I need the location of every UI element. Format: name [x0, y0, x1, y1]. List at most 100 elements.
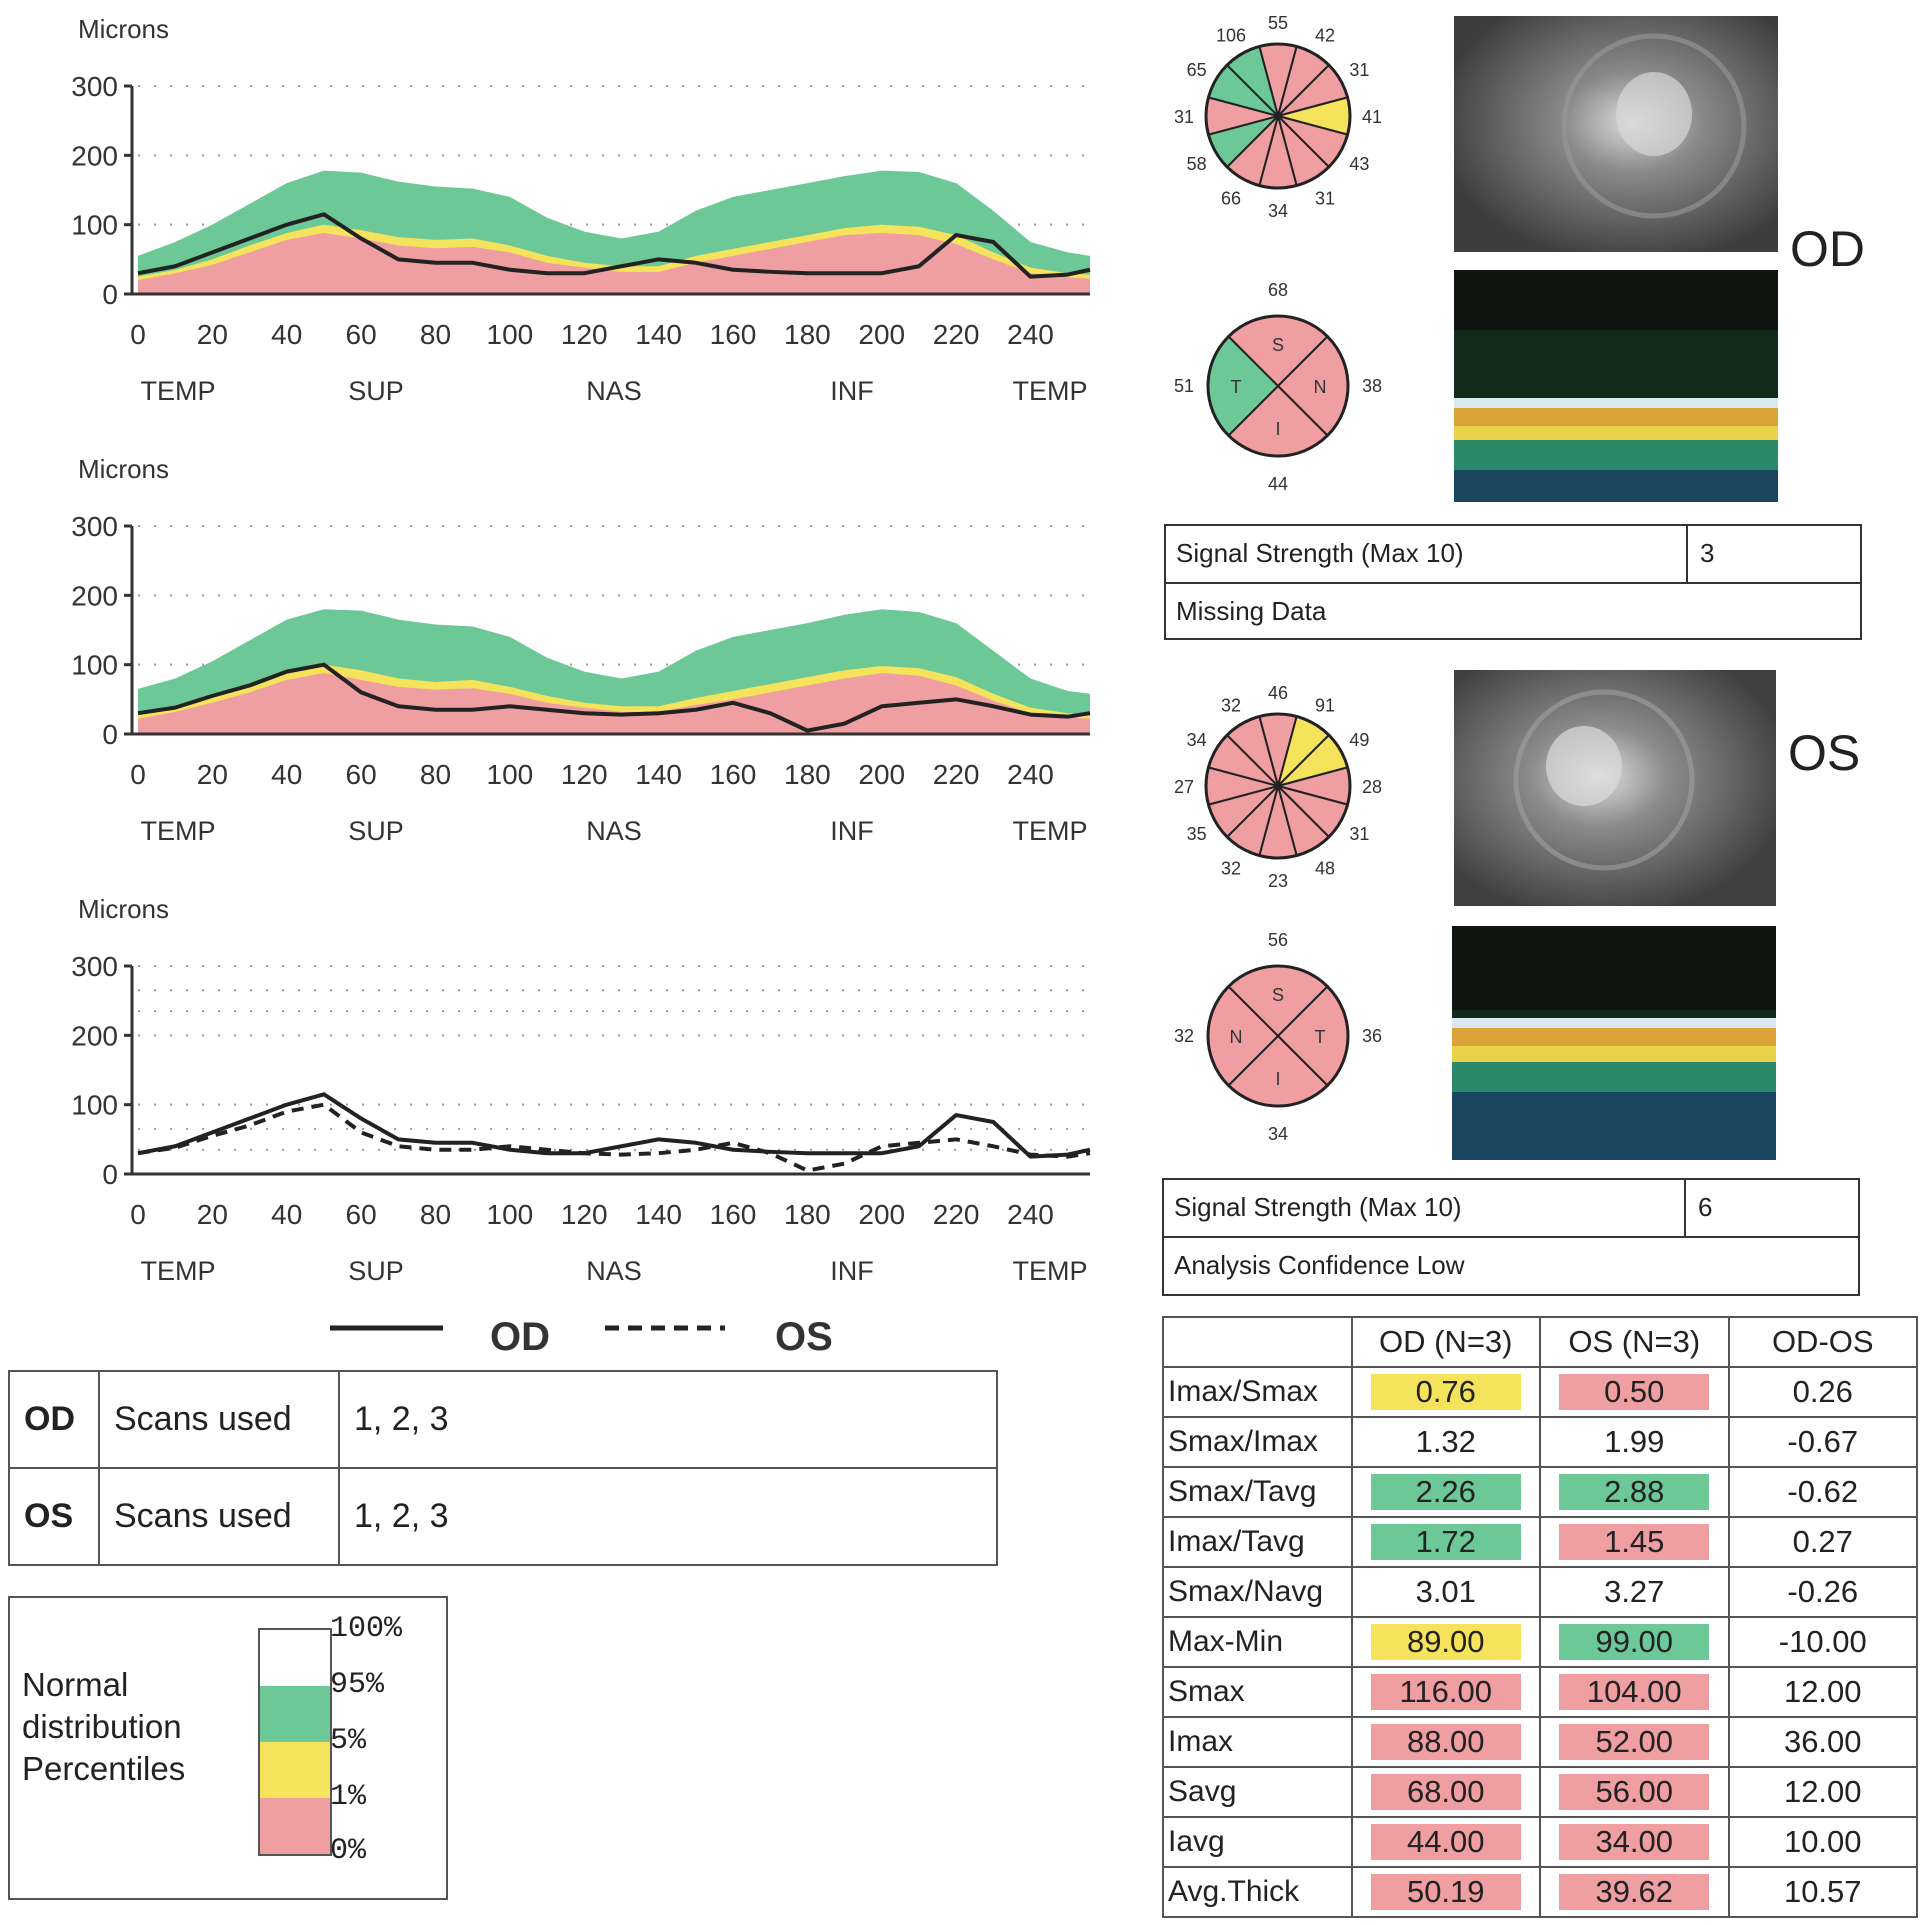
- os-legend-label: OS: [775, 1315, 833, 1359]
- clock-value: 23: [1268, 871, 1288, 891]
- os-eye-label: OS: [1788, 725, 1861, 781]
- clock-value: 65: [1187, 60, 1207, 80]
- metrics-value: 34.00: [1559, 1824, 1710, 1860]
- tick-100: 100%: [330, 1612, 403, 1646]
- metrics-value: 88.00: [1370, 1724, 1521, 1760]
- y-tick-label: 100: [71, 1090, 118, 1121]
- clock-outline: [1204, 42, 1352, 190]
- metrics-value: 0.26: [1792, 1374, 1853, 1409]
- percentile-legend: Normal distribution Percentiles 100% 95%…: [8, 1596, 448, 1900]
- region-label: NAS: [586, 1256, 642, 1286]
- x-tick-label: 240: [1007, 319, 1054, 350]
- clock-value: 31: [1349, 60, 1369, 80]
- metrics-cell-diff: 0.26: [1727, 1366, 1918, 1418]
- metrics-row: Avg.Thick 50.19 39.62 10.57: [1162, 1866, 1918, 1918]
- metrics-header-cell: [1162, 1316, 1353, 1368]
- region-label: NAS: [586, 816, 642, 846]
- quadrant-outline: [1206, 314, 1350, 458]
- clock-value: 106: [1216, 26, 1246, 46]
- region-label: TEMP: [1012, 376, 1087, 406]
- metrics-value: 89.00: [1370, 1624, 1521, 1660]
- region-label: SUP: [348, 376, 404, 406]
- x-tick-label: 80: [420, 759, 451, 790]
- od-oct-image: [1454, 270, 1778, 502]
- os-fundus-image: [1454, 670, 1776, 906]
- region-label: SUP: [348, 816, 404, 846]
- x-tick-label: 40: [271, 319, 302, 350]
- y-tick-label: 200: [71, 1020, 118, 1051]
- metrics-value: 1.72: [1370, 1524, 1521, 1560]
- x-tick-label: 100: [487, 319, 534, 350]
- x-tick-label: 140: [635, 1199, 682, 1230]
- x-tick-label: 60: [346, 1199, 377, 1230]
- metrics-cell-os: 104.00: [1539, 1666, 1730, 1718]
- scans-label: Scans used: [98, 1467, 340, 1566]
- region-label: TEMP: [1012, 1256, 1087, 1286]
- metrics-value: 116.00: [1370, 1674, 1521, 1710]
- x-tick-label: 120: [561, 1199, 608, 1230]
- x-tick-label: 80: [420, 1199, 451, 1230]
- metrics-value: 2.88: [1559, 1474, 1710, 1510]
- clock-value: 31: [1315, 188, 1335, 208]
- region-label: INF: [830, 1256, 874, 1286]
- region-label: TEMP: [140, 1256, 215, 1286]
- metrics-cell-os: 99.00: [1539, 1616, 1730, 1668]
- quadrant-top-value: 68: [1268, 280, 1288, 300]
- region-label: NAS: [586, 376, 642, 406]
- metrics-cell-os: 1.45: [1539, 1516, 1730, 1568]
- clock-value: 41: [1362, 107, 1382, 127]
- metrics-value: 2.26: [1370, 1474, 1521, 1510]
- x-tick-label: 80: [420, 319, 451, 350]
- metrics-row: Savg 68.00 56.00 12.00: [1162, 1766, 1918, 1818]
- od-fundus-image: [1454, 16, 1778, 252]
- metrics-cell-name: Imax/Smax: [1162, 1366, 1353, 1418]
- metrics-value: 0.27: [1792, 1524, 1853, 1559]
- percentile-bar: [258, 1628, 332, 1856]
- clock-value: 27: [1174, 777, 1194, 797]
- x-tick-label: 220: [933, 1199, 980, 1230]
- band-white: [260, 1630, 330, 1686]
- x-tick-label: 20: [197, 759, 228, 790]
- metrics-row: Imax/Tavg 1.72 1.45 0.27: [1162, 1516, 1918, 1568]
- metrics-cell-od: 1.72: [1350, 1516, 1541, 1568]
- metrics-cell-name: Smax/Navg: [1162, 1566, 1353, 1618]
- clock-value: 49: [1349, 730, 1369, 750]
- metrics-cell-diff: 12.00: [1727, 1766, 1918, 1818]
- metrics-row: Max-Min 89.00 99.00 -10.00: [1162, 1616, 1918, 1668]
- x-tick-label: 160: [710, 1199, 757, 1230]
- metrics-cell-name: Smax/Imax: [1162, 1416, 1353, 1468]
- y-tick-label: 100: [71, 210, 118, 241]
- series-line-od: [137, 212, 1091, 279]
- metrics-value: 36.00: [1783, 1724, 1862, 1759]
- metrics-row: Iavg 44.00 34.00 10.00: [1162, 1816, 1918, 1868]
- metrics-cell-diff: 0.27: [1727, 1516, 1918, 1568]
- x-tick-label: 200: [858, 759, 905, 790]
- metrics-value: 0.50: [1559, 1374, 1710, 1410]
- metrics-cell-od: 116.00: [1350, 1666, 1541, 1718]
- clock-value: 43: [1349, 154, 1369, 174]
- scans-row-os: OS Scans used 1, 2, 3: [8, 1467, 998, 1566]
- clock-value: 58: [1187, 154, 1207, 174]
- x-tick-label: 40: [271, 1199, 302, 1230]
- x-tick-label: 0: [130, 1199, 146, 1230]
- metrics-value: 1.32: [1415, 1424, 1476, 1459]
- band-pink: [260, 1798, 330, 1854]
- scans-eye: OD: [8, 1370, 100, 1469]
- y-tick-label: 0: [102, 719, 118, 750]
- od-signal-label: Signal Strength (Max 10): [1176, 538, 1464, 568]
- line-legend: OD OS: [325, 1310, 865, 1370]
- y-axis-label: Microns: [78, 894, 169, 924]
- band-yellow: [260, 1742, 330, 1798]
- region-label: INF: [830, 376, 874, 406]
- metrics-value: 99.00: [1559, 1624, 1710, 1660]
- legend-line-3: Percentiles: [22, 1750, 186, 1787]
- metrics-cell-diff: -0.26: [1727, 1566, 1918, 1618]
- scans-value: 1, 2, 3: [338, 1467, 998, 1566]
- od-clock-hour-diagram: 55 42 31 41 43 31 34 66 58 31 65 106: [1174, 13, 1382, 218]
- clock-value: 46: [1268, 683, 1288, 703]
- os-signal-box: Signal Strength (Max 10) 6 Analysis Conf…: [1162, 1178, 1860, 1296]
- metrics-row: Imax 88.00 52.00 36.00: [1162, 1716, 1918, 1768]
- region-label: INF: [830, 816, 874, 846]
- legend-line-2: distribution: [22, 1708, 182, 1745]
- metrics-value: 12.00: [1783, 1774, 1862, 1809]
